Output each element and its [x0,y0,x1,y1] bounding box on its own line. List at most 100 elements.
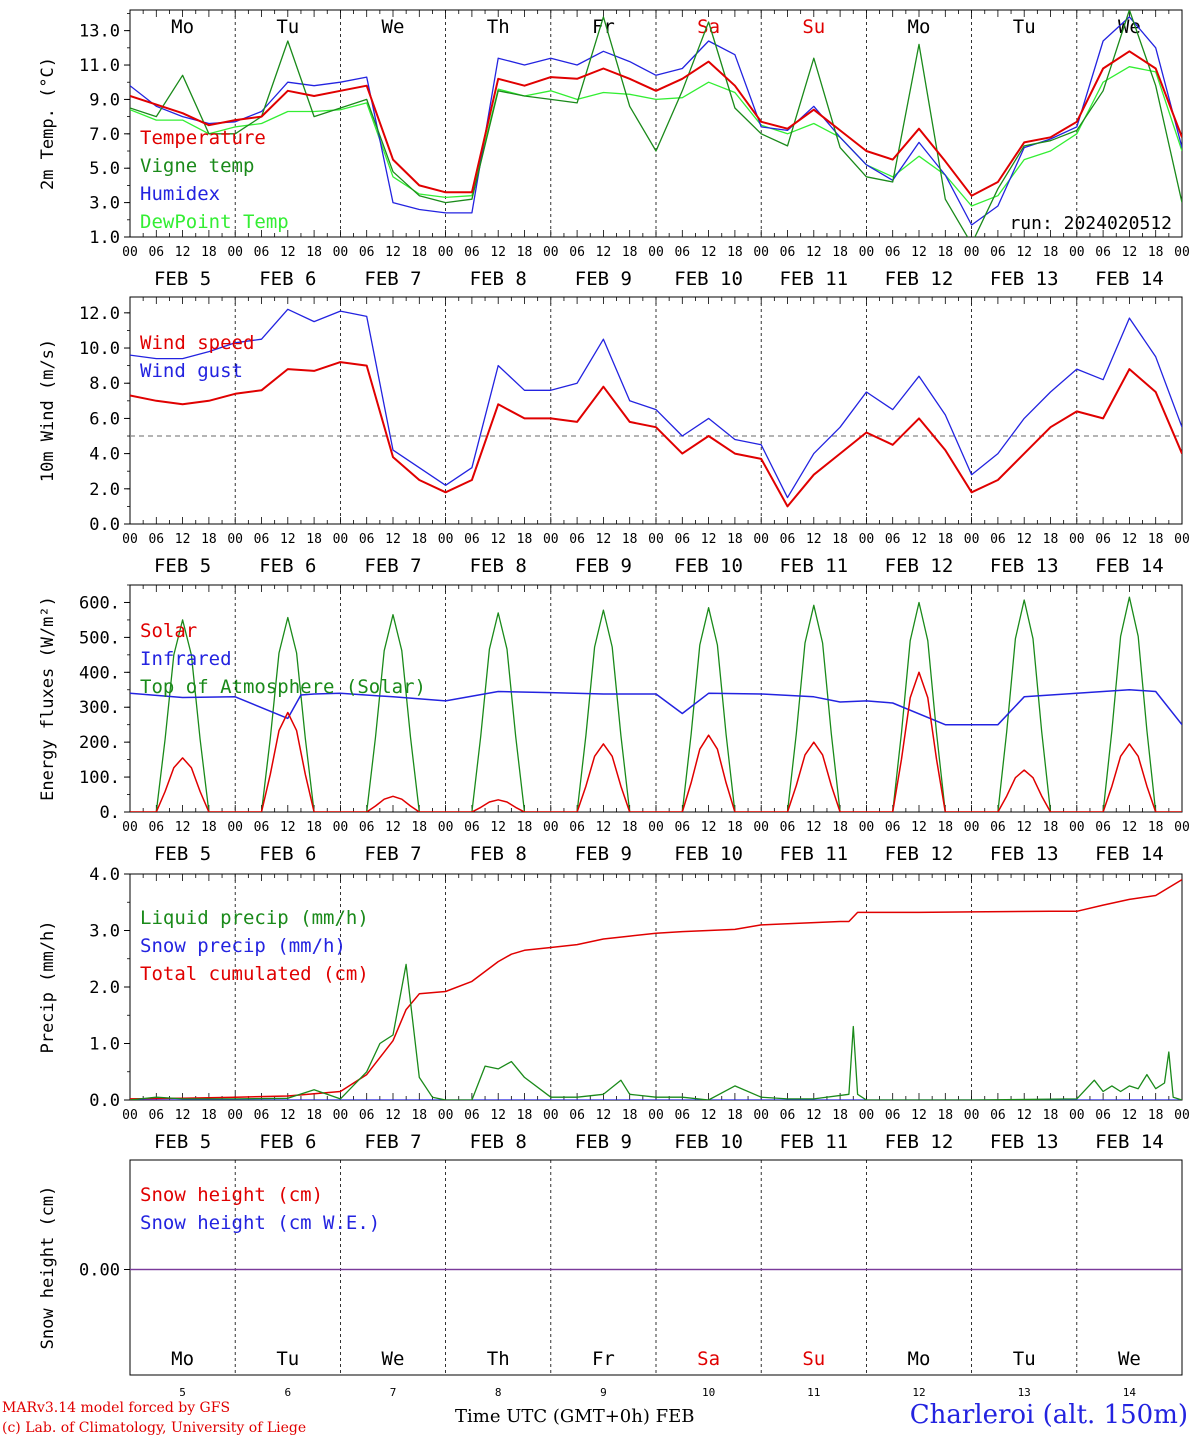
series-group [130,596,1182,812]
hour-label: 06 [359,245,375,260]
hour-label: 06 [674,820,690,835]
hour-label: 18 [517,820,533,835]
hour-label: 06 [359,820,375,835]
hour-label: 06 [780,820,796,835]
day-number-label: 8 [495,1386,502,1399]
hour-label: 00 [1069,245,1085,260]
hour-label: 06 [780,245,796,260]
date-label: FEB 8 [470,268,527,290]
station-name: Charleroi (alt. 150m) [909,1400,1188,1430]
hour-label: 00 [753,820,769,835]
day-number-label: 7 [390,1386,397,1399]
hour-label: 18 [411,1108,427,1123]
hour-label: 12 [596,1108,612,1123]
hour-label: 00 [438,820,454,835]
hour-label: 12 [806,245,822,260]
hour-label: 12 [596,245,612,260]
hour-label: 00 [333,532,349,547]
series-line-total-cumulated-cm [130,878,1182,1100]
weekday-label: Su [802,1348,825,1370]
date-label: FEB 9 [575,843,632,865]
hour-label: 12 [911,245,927,260]
series-line-wind-speed [130,361,1182,508]
hour-label: 06 [990,245,1006,260]
hour-label: 18 [1148,1108,1164,1123]
series-line-liquid-precip-mm-h [130,963,1182,1100]
hour-label: 06 [990,1108,1006,1123]
day-number-label: 10 [702,1386,715,1399]
hour-label: 18 [622,532,638,547]
hour-label: 18 [517,532,533,547]
hour-label: 00 [1069,532,1085,547]
hour-label: 00 [227,820,243,835]
legend-entry: Total cumulated (cm) [140,963,369,985]
legend-entry: Liquid precip (mm/h) [140,907,369,929]
hour-label: 12 [701,245,717,260]
hour-label: 18 [517,245,533,260]
y-axis-label: 2m Temp. (°C) [38,57,58,190]
y-tick-label: 11.0 [79,56,120,76]
hour-label: 18 [201,245,217,260]
y-tick-label: 10.0 [79,339,120,359]
series-line-dewpoint-temp [130,66,1182,207]
legend-entry: Snow height (cm W.E.) [140,1212,380,1234]
hour-label: 12 [1016,1108,1032,1123]
y-tick-label: 0. [100,803,120,823]
hour-label: 12 [701,532,717,547]
hour-label: 00 [1174,532,1190,547]
weekday-label: We [382,1348,405,1370]
hour-label: 12 [701,820,717,835]
weekday-label: Th [487,1348,510,1370]
hour-label: 06 [148,245,164,260]
hour-label: 12 [175,1108,191,1123]
hour-label: 06 [569,820,585,835]
date-label: FEB 13 [990,555,1059,577]
hour-label: 06 [885,532,901,547]
date-label: FEB 12 [885,555,954,577]
y-tick-label: 100. [79,768,120,788]
y-tick-label: 4.0 [89,865,120,885]
hour-label: 06 [359,1108,375,1123]
y-tick-label: 12.0 [79,304,120,324]
hour-label: 12 [175,820,191,835]
hour-label: 06 [1095,532,1111,547]
legend-entry: Humidex [140,183,220,205]
hour-label: 18 [832,245,848,260]
hour-label: 00 [122,245,138,260]
hour-label: 00 [333,245,349,260]
date-label: FEB 11 [779,1131,848,1153]
hour-label: 12 [385,1108,401,1123]
y-tick-label: 0.0 [89,515,120,535]
hour-label: 12 [911,1108,927,1123]
hour-label: 06 [990,532,1006,547]
weekday-label: Mo [171,16,194,38]
date-label: FEB 11 [779,843,848,865]
hour-label: 18 [937,245,953,260]
y-tick-label: 6.0 [89,409,120,429]
y-tick-label: 13.0 [79,22,120,42]
day-number-label: 9 [600,1386,607,1399]
hour-label: 06 [674,532,690,547]
date-label: FEB 8 [470,843,527,865]
date-label: FEB 14 [1095,555,1164,577]
y-tick-label: 3.0 [89,922,120,942]
hour-label: 06 [990,820,1006,835]
hour-label: 12 [1016,245,1032,260]
panel-5: 0.00 Snow height (cm) Mo Tu We Th Fr Sa Su Mo Tu We… [38,1159,1183,1399]
hour-label: 00 [122,1108,138,1123]
hour-label: 18 [411,820,427,835]
date-label: FEB 8 [470,1131,527,1153]
weekday-label: Fr [592,16,615,38]
y-tick-label: 7.0 [89,125,120,145]
date-label: FEB 9 [575,1131,632,1153]
hour-label: 06 [254,1108,270,1123]
hour-label: 06 [885,820,901,835]
hour-label: 12 [490,1108,506,1123]
hour-label: 12 [490,532,506,547]
hour-label: 18 [1043,820,1059,835]
hour-label: 18 [411,245,427,260]
y-tick-label: 5.0 [89,159,120,179]
legend-entry: Top of Atmosphere (Solar) [140,676,426,698]
day-number-label: 14 [1123,1386,1137,1399]
hour-label: 12 [806,532,822,547]
